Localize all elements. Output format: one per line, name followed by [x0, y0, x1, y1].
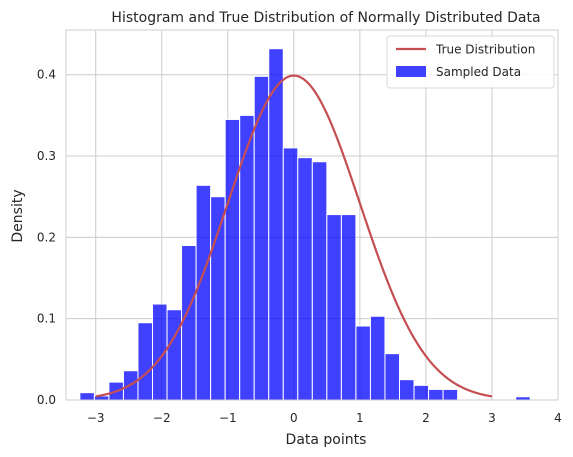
plot-frame: [65, 29, 559, 401]
x-axis-label: Data points: [286, 432, 367, 448]
x-tick-label-5: 2: [422, 411, 430, 425]
histogram-bar-23: [413, 384, 430, 401]
histogram-bar-25: [442, 388, 459, 401]
histogram-bar-6: [166, 309, 183, 401]
legend-bar-swatch: [396, 66, 426, 77]
histogram-bar-0: [79, 392, 95, 401]
histogram-bar-14: [282, 147, 299, 401]
legend-label-sampled-data: Sampled Data: [436, 65, 521, 79]
x-tick-label-0: −3: [87, 411, 105, 425]
histogram-bars: [79, 48, 531, 401]
x-tick-label-3: 0: [290, 411, 298, 425]
histogram-bar-18: [340, 214, 357, 401]
histogram-bar-9: [210, 196, 226, 401]
legend: True Distribution Sampled Data: [386, 35, 555, 89]
legend-label-true-distribution: True Distribution: [435, 43, 535, 57]
histogram-bar-17: [326, 214, 342, 401]
legend-box: [386, 35, 555, 89]
histogram-bar-19: [355, 325, 371, 401]
x-tick-label-4: 1: [356, 411, 364, 425]
histogram-bar-24: [428, 388, 444, 401]
histogram-bar-4: [137, 322, 154, 401]
tick-labels: −3 −2 −1 0 1 2 3 4 0.0 0.1 0.2 0.3 0.4: [37, 68, 562, 425]
y-axis-label: Density: [10, 189, 26, 242]
histogram-bar-15: [297, 157, 313, 401]
y-tick-label-2: 0.2: [37, 230, 56, 244]
axes: [65, 29, 559, 401]
x-tick-label-2: −1: [219, 411, 237, 425]
histogram-bar-13: [268, 48, 284, 401]
histogram-bar-20: [369, 315, 386, 401]
histogram-bar-11: [239, 114, 255, 401]
true-distribution-line: [95, 74, 493, 398]
x-tick-label-7: 4: [554, 411, 562, 425]
histogram-bar-22: [399, 379, 415, 401]
y-tick-label-4: 0.4: [37, 68, 56, 82]
true-distribution-curve: [95, 74, 493, 398]
y-tick-label-1: 0.1: [37, 312, 56, 326]
x-tick-label-1: −2: [153, 411, 171, 425]
histogram-bar-7: [181, 244, 197, 401]
x-tick-label-6: 3: [488, 411, 496, 425]
histogram-bar-8: [195, 184, 212, 401]
chart-title: Histogram and True Distribution of Norma…: [111, 10, 540, 26]
histogram-bar-10: [224, 118, 241, 401]
y-tick-label-3: 0.3: [37, 149, 56, 163]
histogram-bar-16: [311, 161, 328, 401]
y-tick-label-0: 0.0: [37, 393, 56, 407]
histogram-bar-21: [384, 353, 401, 401]
